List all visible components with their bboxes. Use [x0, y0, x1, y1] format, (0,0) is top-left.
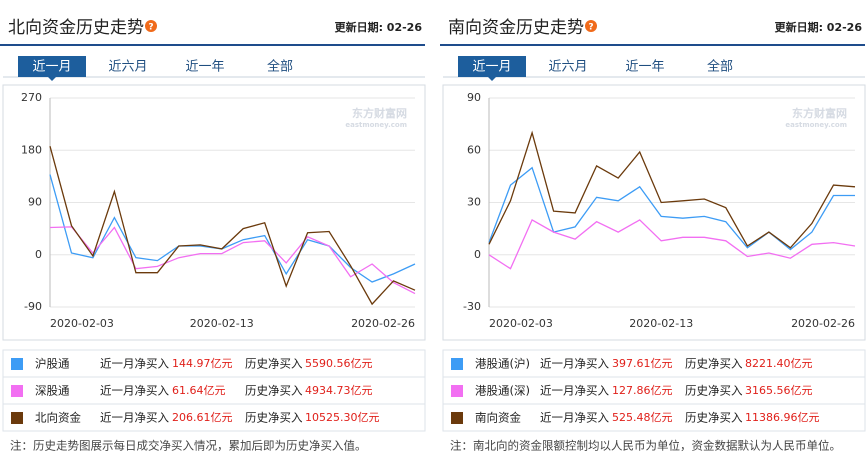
- y-tick-label: 0: [474, 248, 481, 261]
- y-tick-label: 90: [28, 196, 42, 209]
- legend-name: 深股通: [35, 384, 70, 398]
- y-tick-label: 60: [467, 143, 481, 156]
- y-tick-label: 90: [467, 91, 481, 104]
- help-mark: ?: [588, 23, 593, 33]
- tab-pointer: [48, 77, 56, 81]
- tab-active[interactable]: [18, 56, 86, 77]
- y-tick-label: -30: [463, 300, 481, 313]
- series-line: [49, 226, 416, 295]
- y-tick-label: 270: [21, 91, 42, 104]
- history-label: 历史净买入: [245, 411, 303, 425]
- update-date: 更新日期: 02-26: [335, 20, 423, 34]
- x-tick-label: 2020-02-26: [791, 317, 855, 330]
- series-line: [488, 130, 856, 249]
- series-line: [49, 146, 416, 306]
- watermark-sub: eastmoney.com: [785, 121, 847, 129]
- month-label: 近一月净买入: [100, 411, 169, 425]
- panel-title: 南向资金历史走势: [448, 18, 584, 38]
- help-mark: ?: [148, 23, 153, 33]
- month-label: 近一月净买入: [540, 411, 609, 425]
- history-label: 历史净买入: [245, 384, 303, 398]
- watermark-sub: eastmoney.com: [345, 121, 407, 129]
- month-net: 144.97亿元: [172, 357, 233, 370]
- month-label: 近一月净买入: [100, 357, 169, 371]
- history-label: 历史净买入: [685, 357, 743, 371]
- y-tick-label: 0: [35, 248, 42, 261]
- note: 注：历史走势图展示每日成交净买入情况，累加后即为历史净买入值。: [10, 439, 367, 453]
- month-net: 206.61亿元: [172, 411, 233, 424]
- watermark: 东方财富网: [792, 106, 847, 120]
- legend-swatch: [11, 358, 23, 370]
- series-line: [488, 166, 855, 251]
- history-label: 历史净买入: [685, 411, 743, 425]
- tab[interactable]: 近一月: [32, 60, 71, 75]
- help-icon[interactable]: [145, 20, 157, 32]
- history-net: 11386.96亿元: [745, 411, 820, 424]
- row-border: [2, 403, 426, 432]
- tab-pointer: [488, 77, 496, 81]
- tab[interactable]: 全部: [267, 59, 293, 75]
- tab[interactable]: 近六月: [548, 60, 587, 75]
- legend-name: 南向资金: [475, 411, 521, 425]
- x-tick-label: 2020-02-13: [629, 317, 693, 330]
- row-border: [442, 403, 866, 432]
- x-tick-label: 2020-02-03: [489, 317, 553, 330]
- history-net: 10525.30亿元: [305, 411, 380, 424]
- tab[interactable]: 近一年: [185, 60, 224, 75]
- legend-name: 港股通(深): [475, 384, 530, 398]
- history-net: 5590.56亿元: [305, 357, 373, 370]
- series-line: [49, 174, 416, 283]
- tab[interactable]: 近六月: [108, 60, 147, 75]
- legend-swatch: [451, 385, 463, 397]
- x-tick-label: 2020-02-03: [50, 317, 114, 330]
- month-label: 近一月净买入: [100, 384, 169, 398]
- chart-frame: [442, 84, 866, 341]
- x-tick-label: 2020-02-13: [190, 317, 254, 330]
- legend-swatch: [11, 412, 23, 424]
- month-label: 近一月净买入: [540, 357, 609, 371]
- legend-swatch: [451, 358, 463, 370]
- tab[interactable]: 近一月: [472, 60, 511, 75]
- month-net: 61.64亿元: [172, 384, 226, 397]
- month-net: 127.86亿元: [612, 384, 673, 397]
- y-tick-label: 30: [467, 196, 481, 209]
- history-net: 3165.56亿元: [745, 384, 813, 397]
- note: 注：南北向的资金限额控制均以人民币为单位，资金数据默认为人民币单位。: [450, 439, 841, 453]
- legend-swatch: [451, 412, 463, 424]
- legend-swatch: [11, 385, 23, 397]
- legend-name: 沪股通: [35, 357, 70, 371]
- help-icon[interactable]: [585, 20, 597, 32]
- month-net: 525.48亿元: [612, 411, 673, 424]
- legend-name: 北向资金: [35, 411, 81, 425]
- month-net: 397.61亿元: [612, 357, 673, 370]
- update-date: 更新日期: 02-26: [775, 20, 863, 34]
- chart-frame: [2, 84, 426, 341]
- history-label: 历史净买入: [685, 384, 743, 398]
- legend-name: 港股通(沪): [475, 357, 530, 371]
- history-label: 历史净买入: [245, 357, 303, 371]
- history-net: 4934.73亿元: [305, 384, 373, 397]
- series-line: [488, 218, 856, 270]
- history-net: 8221.40亿元: [745, 357, 813, 370]
- x-tick-label: 2020-02-26: [351, 317, 415, 330]
- tab[interactable]: 全部: [707, 59, 733, 75]
- tab-active[interactable]: [458, 56, 526, 77]
- tab[interactable]: 近一年: [625, 60, 664, 75]
- month-label: 近一月净买入: [540, 384, 609, 398]
- panel-title: 北向资金历史走势: [8, 18, 144, 38]
- y-tick-label: 180: [21, 143, 42, 156]
- watermark: 东方财富网: [352, 106, 407, 120]
- y-tick-label: -90: [24, 300, 42, 313]
